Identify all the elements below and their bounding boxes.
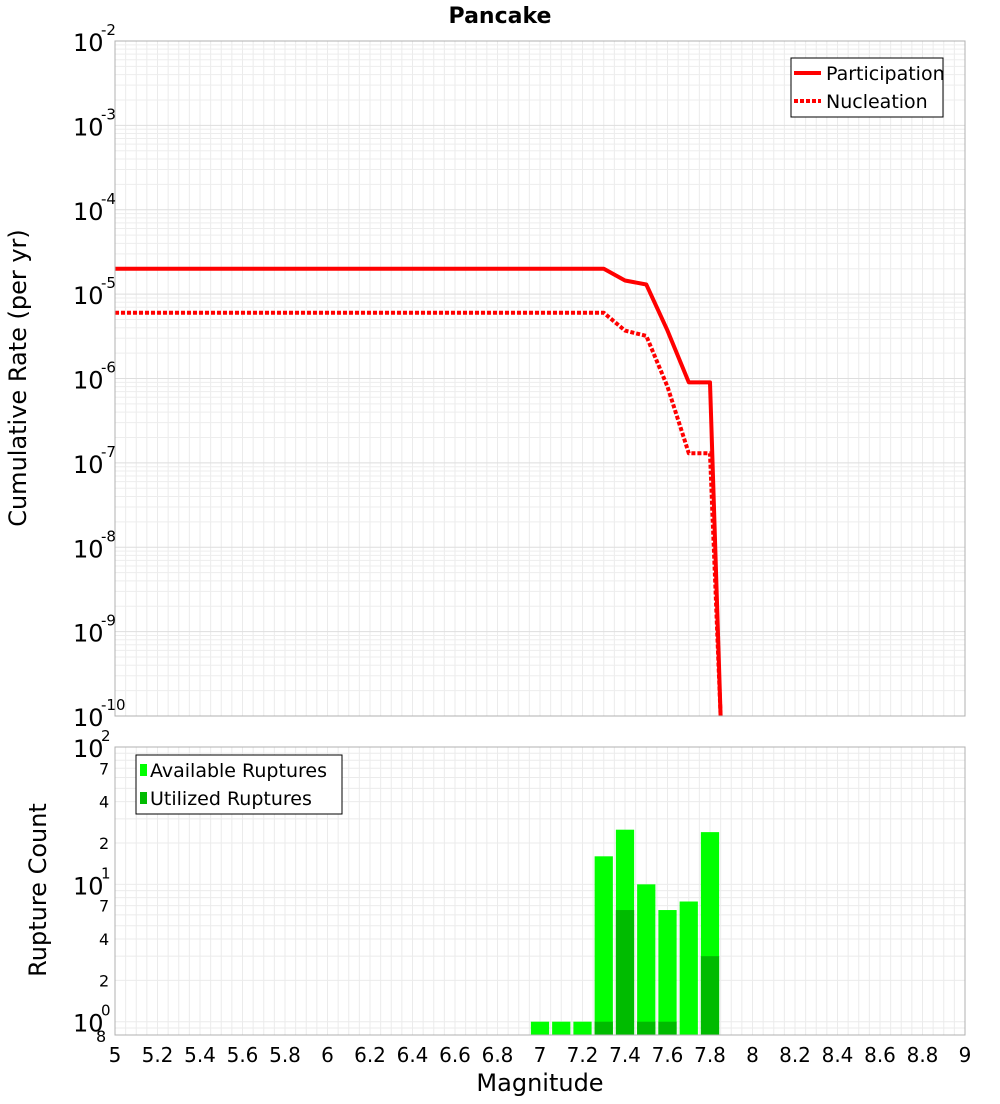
x-tick-label: 8.6 <box>864 1043 896 1067</box>
bar-utilized-ruptures <box>594 1021 613 1035</box>
series-line-nucleation <box>115 310 723 717</box>
bar-available-ruptures <box>573 1021 592 1035</box>
y-tick-exponent: -7 <box>101 443 116 461</box>
y-tick-exponent: 2 <box>101 727 111 745</box>
y-minor-tick-label: 2 <box>99 971 109 990</box>
x-tick-label: 7 <box>534 1043 547 1067</box>
x-tick-label: 5.4 <box>184 1043 216 1067</box>
y-tick-base: 10 <box>73 29 104 57</box>
legend-label-participation: Participation <box>826 63 945 85</box>
y-tick-base: 10 <box>73 872 104 900</box>
y-minor-tick-label: 2 <box>99 834 109 853</box>
y-tick-base: 10 <box>73 282 104 310</box>
x-tick-label: 5.2 <box>142 1043 174 1067</box>
y-tick-exponent: -2 <box>101 21 116 39</box>
y-axis-label-bottom: Rupture Count <box>24 803 52 977</box>
y-tick-exponent: -3 <box>101 105 116 123</box>
y-tick-label-top: 10-7 <box>73 443 116 479</box>
bar-available-ruptures <box>594 856 613 1035</box>
y-tick-exponent: -5 <box>101 274 116 292</box>
y-tick-label-top: 10-3 <box>73 105 116 141</box>
y-minor-tick-label: 4 <box>99 793 109 812</box>
y-tick-label-top: 10-10 <box>73 696 126 732</box>
top-plot-border <box>114 40 966 717</box>
y-tick-base: 10 <box>73 113 104 141</box>
y-tick-label-top: 10-9 <box>73 612 116 648</box>
x-tick-label: 6.6 <box>439 1043 471 1067</box>
legend-box <box>135 754 343 815</box>
y-minor-tick-label: 7 <box>99 897 109 916</box>
y-minor-tick-label: 4 <box>99 930 109 949</box>
y-tick-base: 10 <box>73 535 104 563</box>
y-tick-exponent: -6 <box>101 359 116 377</box>
y-tick-base: 10 <box>73 704 104 732</box>
x-tick-label: 6.2 <box>354 1043 386 1067</box>
bar-available-ruptures <box>552 1021 571 1035</box>
y-tick-base: 10 <box>73 1010 104 1038</box>
bar-utilized-ruptures <box>615 910 635 1035</box>
y-tick-label-top: 10-2 <box>73 21 116 57</box>
y-tick-base: 10 <box>73 367 104 395</box>
y-tick-exponent: -8 <box>101 527 116 545</box>
bar-utilized-ruptures <box>658 1021 677 1035</box>
y-tick-label-bottom: 102 <box>73 727 111 763</box>
x-axis-label: Magnitude <box>476 1069 603 1097</box>
x-tick-label: 7.8 <box>694 1043 726 1067</box>
x-tick-label: 6 <box>321 1043 334 1067</box>
legend-label-nucleation: Nucleation <box>826 91 928 113</box>
x-tick-label: 6.4 <box>397 1043 429 1067</box>
y-tick-label-bottom: 100 <box>73 1002 111 1038</box>
x-tick-label: 5.6 <box>227 1043 259 1067</box>
y-tick-exponent: -10 <box>101 696 126 714</box>
chart-title: Pancake <box>449 4 552 29</box>
x-tick-label: 7.4 <box>609 1043 641 1067</box>
y-tick-exponent: 1 <box>101 864 111 882</box>
series-line-participation <box>115 266 723 717</box>
y-axis-label-top: Cumulative Rate (per yr) <box>4 229 32 527</box>
y-tick-exponent: 0 <box>101 1002 111 1020</box>
x-tick-label: 5.8 <box>269 1043 301 1067</box>
bar-utilized-ruptures <box>700 956 720 1035</box>
y-tick-label-top: 10-5 <box>73 274 116 310</box>
y-tick-label-top: 10-8 <box>73 527 116 563</box>
legend-swatch-available-ruptures <box>140 764 147 776</box>
x-tick-label: 5 <box>109 1043 122 1067</box>
bar-available-ruptures <box>530 1021 550 1035</box>
bar-available-ruptures <box>637 884 656 1035</box>
bottom-plot-border <box>114 746 966 1036</box>
y-tick-exponent: -4 <box>101 190 116 208</box>
bar-available-ruptures <box>679 901 698 1035</box>
y-tick-exponent: -9 <box>101 612 116 630</box>
x-tick-label: 7.6 <box>652 1043 684 1067</box>
bar-available-ruptures <box>658 910 677 1035</box>
x-tick-label: 6.8 <box>482 1043 514 1067</box>
bottom-legend: Available Ruptures Utilized Ruptures <box>135 754 343 815</box>
top-legend: Participation Nucleation <box>790 57 945 118</box>
y-minor-tick-label: 8 <box>96 1027 106 1046</box>
y-minor-tick-label: 7 <box>99 759 109 778</box>
x-tick-label: 8.2 <box>779 1043 811 1067</box>
legend-swatch-utilized-ruptures <box>140 792 147 804</box>
x-tick-label: 8.8 <box>907 1043 939 1067</box>
legend-label-utilized-ruptures: Utilized Ruptures <box>150 788 312 810</box>
legend-box <box>790 57 944 118</box>
y-tick-label-bottom: 101 <box>73 864 111 900</box>
y-tick-base: 10 <box>73 451 104 479</box>
y-tick-base: 10 <box>73 198 104 226</box>
x-tick-label: 8 <box>746 1043 759 1067</box>
bar-utilized-ruptures <box>637 1021 656 1035</box>
y-tick-label-top: 10-6 <box>73 359 116 395</box>
legend-label-available-ruptures: Available Ruptures <box>150 760 327 782</box>
x-tick-label: 8.4 <box>822 1043 854 1067</box>
x-tick-label: 7.2 <box>567 1043 599 1067</box>
y-tick-base: 10 <box>73 735 104 763</box>
y-tick-label-top: 10-4 <box>73 190 116 226</box>
x-tick-label: 9 <box>959 1043 972 1067</box>
y-tick-base: 10 <box>73 620 104 648</box>
